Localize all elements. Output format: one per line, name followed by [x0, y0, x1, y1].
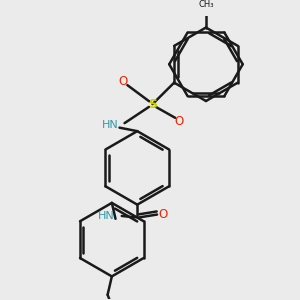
Text: HN: HN — [102, 120, 119, 130]
Text: HN: HN — [98, 211, 115, 221]
Text: S: S — [148, 98, 157, 111]
Text: O: O — [118, 75, 128, 88]
Text: O: O — [175, 115, 184, 128]
Text: CH₃: CH₃ — [198, 0, 214, 9]
Text: O: O — [158, 208, 167, 221]
